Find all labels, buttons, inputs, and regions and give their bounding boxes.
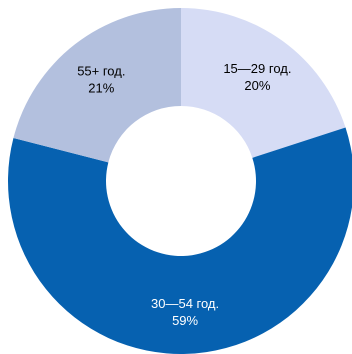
slice-category-label-2: 55+ год. — [77, 63, 125, 78]
donut-slice-0 — [181, 8, 346, 158]
slice-value-label-0: 20% — [244, 78, 270, 93]
slice-category-label-0: 15—29 год. — [223, 61, 291, 76]
donut-slice-1 — [8, 127, 352, 354]
slice-value-label-1: 59% — [172, 313, 198, 328]
donut-slice-2 — [13, 8, 181, 163]
slice-category-label-1: 30—54 год. — [151, 296, 219, 311]
slice-value-label-2: 21% — [88, 80, 114, 95]
